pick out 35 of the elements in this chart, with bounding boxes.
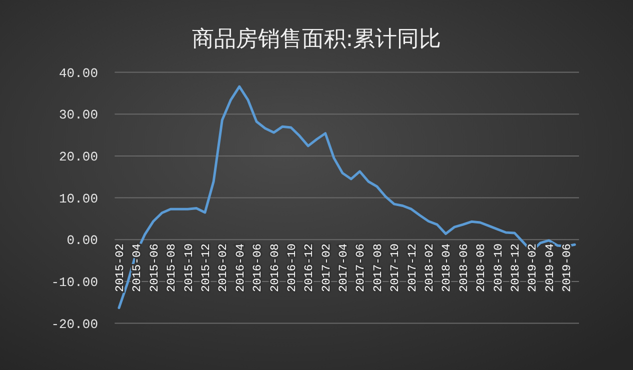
- chart-title: 商品房销售面积:累计同比: [192, 27, 442, 52]
- x-tick-label: 2018-02: [424, 244, 437, 292]
- y-tick-label: -10.00: [51, 274, 98, 290]
- x-tick-label: 2018-10: [492, 244, 506, 292]
- x-tick-label: 2016-12: [303, 244, 316, 292]
- x-tick-label: 2015-10: [182, 244, 196, 292]
- x-tick-label: 2015-12: [200, 244, 213, 292]
- x-tick-label: 2015-06: [148, 244, 162, 292]
- x-tick-label: 2018-12: [510, 244, 523, 292]
- x-tick-label: 2016-06: [252, 244, 265, 292]
- x-tick-label: 2015-04: [131, 244, 144, 292]
- x-tick-label: 2018-04: [440, 244, 454, 292]
- x-tick-label: 2016-10: [286, 244, 299, 292]
- x-tick-label: 2017-04: [338, 244, 351, 292]
- x-tick-label: 2016-02: [217, 244, 230, 292]
- x-tick-label: 2015-08: [166, 244, 179, 292]
- x-tick-label: 2016-08: [268, 244, 282, 292]
- x-tick-label: 2017-06: [354, 244, 368, 292]
- x-tick-label: 2015-02: [114, 244, 127, 292]
- x-tick-label: 2016-04: [234, 244, 248, 292]
- x-tick-label: 2019-04: [544, 244, 557, 292]
- y-tick-label: -20.00: [51, 316, 98, 332]
- y-tick-label: 30.00: [58, 108, 98, 123]
- x-tick-label: 2018-08: [475, 244, 488, 292]
- y-tick-label: 0.00: [66, 233, 98, 248]
- x-tick-label: 2019-02: [526, 244, 540, 292]
- y-tick-label: 10.00: [58, 191, 98, 206]
- x-tick-label: 2017-08: [372, 244, 385, 292]
- y-tick-label: 40.00: [58, 66, 98, 81]
- y-tick-label: 20.00: [58, 149, 98, 164]
- x-tick-label: 2017-02: [320, 244, 334, 292]
- x-tick-label: 2017-10: [389, 244, 402, 292]
- x-tick-label: 2018-06: [458, 244, 471, 292]
- x-tick-label: 2019-06: [561, 244, 574, 292]
- x-tick-label: 2017-12: [406, 244, 420, 292]
